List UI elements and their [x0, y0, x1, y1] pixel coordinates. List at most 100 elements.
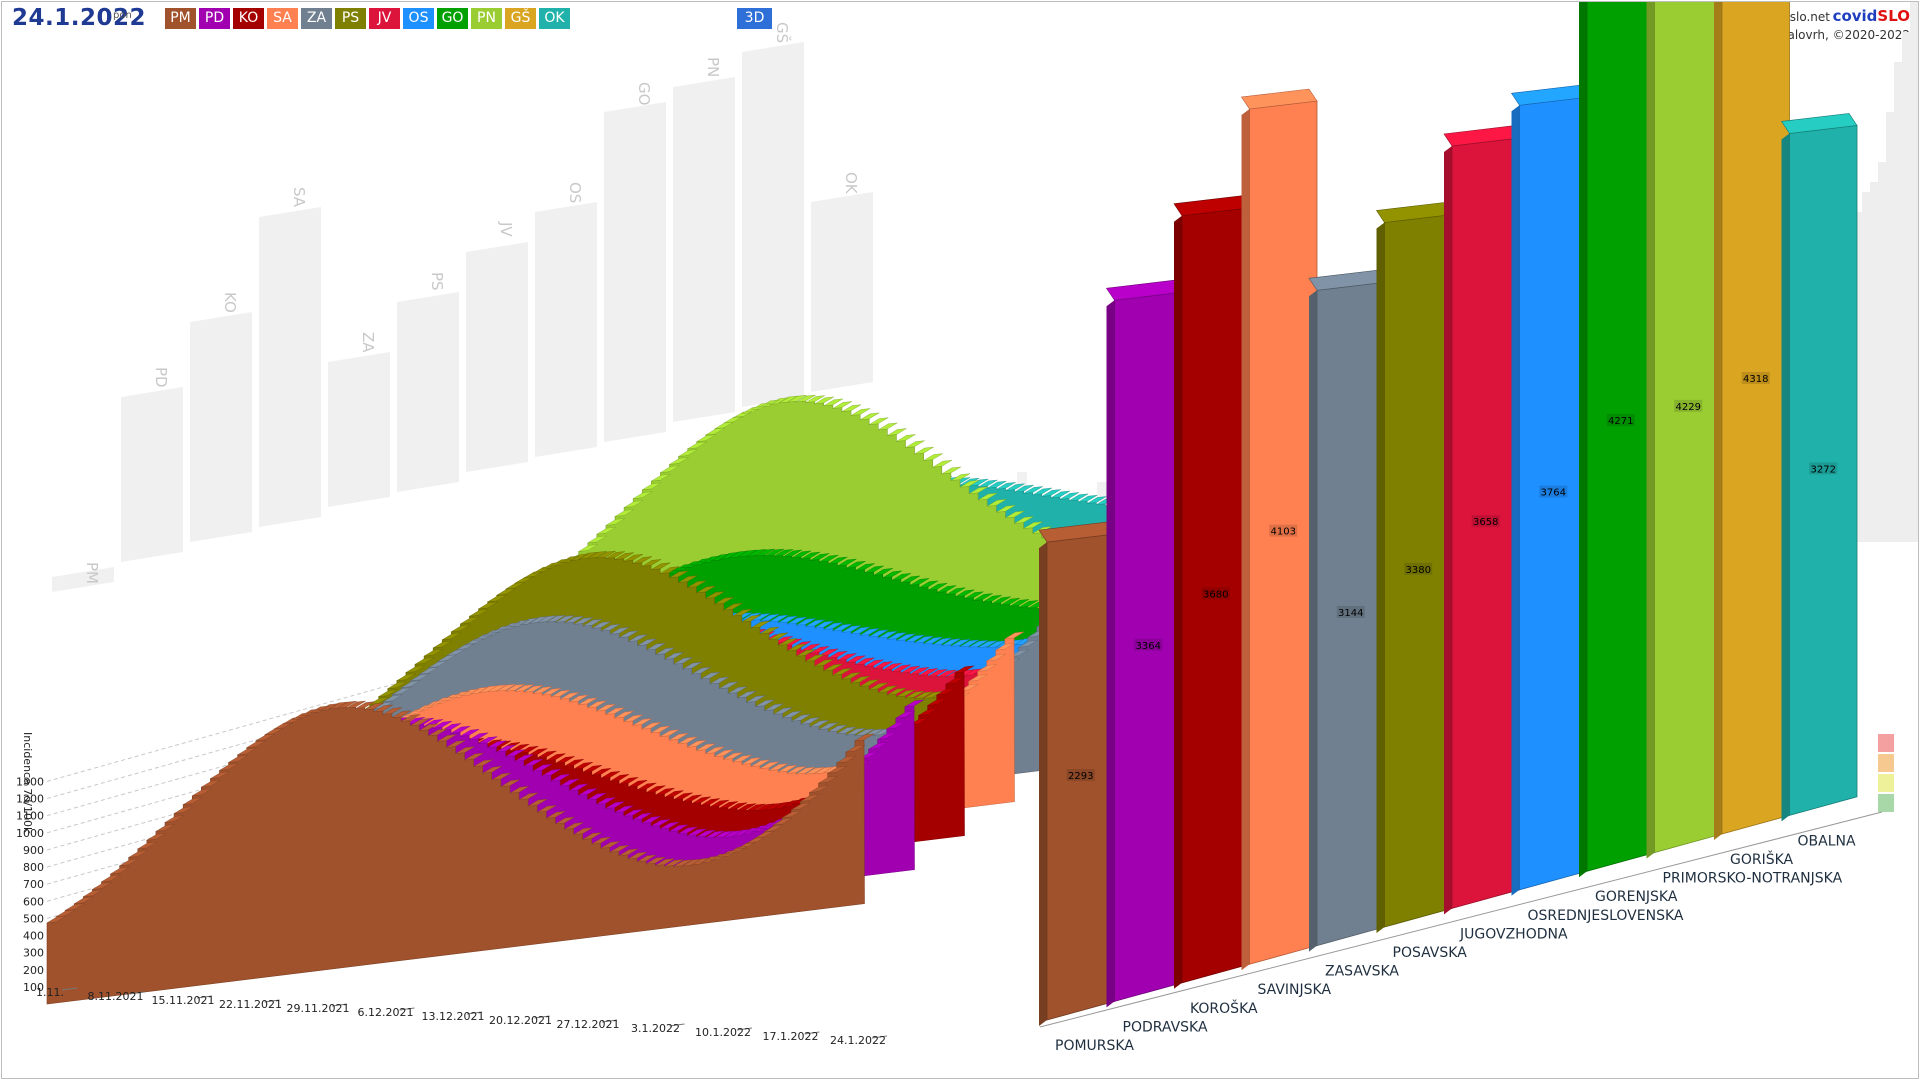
legend-chip-10[interactable]: GŠ [505, 8, 536, 29]
ghost-label-ko: KO [221, 292, 239, 313]
bar-value-label: 3144 [1336, 605, 1365, 619]
ghost-bar-sa [259, 207, 321, 527]
date-tick [264, 999, 280, 1003]
ghost-label-ok: OK [842, 172, 860, 195]
bar-side [1039, 542, 1047, 1026]
ribbon-top [46, 700, 875, 924]
final-bar-ps: 3380 [1375, 202, 1453, 933]
risk-swatch [1878, 734, 1894, 752]
date-tick [129, 991, 145, 995]
bar-value-label: 3272 [1809, 462, 1838, 475]
date-tick [331, 1003, 348, 1007]
weekday-label: pon [113, 10, 132, 21]
legend-chip-11[interactable]: OK [539, 8, 570, 29]
bar-value-text: 3680 [1203, 589, 1228, 600]
region-axis [1039, 811, 1883, 1028]
bar-value-label: 4318 [1741, 372, 1770, 385]
ghost-bar-os [535, 202, 597, 457]
legend-chip-5[interactable]: PS [335, 8, 366, 29]
y-tick-label: 200 [23, 964, 44, 977]
ghost-label-pm: PM [83, 562, 101, 584]
bar-top [1240, 88, 1318, 110]
ghost-label-za: ZA [359, 332, 377, 353]
y-tick-label: 800 [23, 861, 44, 874]
bar-value-label: 2293 [1066, 769, 1095, 782]
y-tick-label: 1000 [16, 827, 44, 840]
final-bar-go: 4271 [1579, 2, 1655, 878]
region-name-label: POSAVSKA [1393, 945, 1468, 961]
bar-value-text: 4318 [1743, 374, 1768, 385]
legend-chip-6[interactable]: JV [369, 8, 400, 29]
legend-chip-9[interactable]: PN [471, 8, 502, 29]
legend-chip-7[interactable]: OS [403, 8, 434, 29]
bar-value-text: 4103 [1271, 527, 1296, 538]
region-name-label: GORIŠKA [1730, 850, 1794, 868]
brand-main: covid [1832, 7, 1878, 25]
ghost-history-bar [1862, 192, 1870, 542]
ghost-history-bar [1886, 112, 1894, 542]
bar-top [1780, 113, 1858, 134]
bar-value-label: 3658 [1471, 515, 1500, 528]
bar-value-text: 4229 [1676, 402, 1701, 413]
y-tick-label: 500 [23, 912, 44, 925]
y-tick-label: 1100 [16, 810, 44, 823]
date-tick [196, 995, 213, 999]
date-tick-label: 6.12.2021 [358, 1006, 414, 1019]
legend-chip-1[interactable]: PD [199, 8, 230, 29]
ghost-label-sa: SA [290, 187, 308, 208]
date-label: 24.1.2022 [12, 5, 146, 31]
final-bar-za: 3144 [1308, 269, 1386, 952]
ghost-bar-ps [397, 292, 459, 492]
date-tick [399, 1007, 415, 1011]
ghost-bar-go [604, 102, 666, 442]
region-name-label: POMURSKA [1055, 1038, 1134, 1054]
ghost-history-bar [1910, 2, 1918, 542]
final-bar-gš: 4318 [1714, 2, 1790, 840]
ghost-bar-ko [190, 312, 252, 542]
legend-chip-2[interactable]: KO [233, 8, 264, 29]
date-tick-label: 15.11.2021 [152, 994, 215, 1007]
date-tick-label: 1.11. [36, 986, 64, 999]
y-tick-label: 100 [23, 981, 44, 994]
legend-chip-4[interactable]: ZA [301, 8, 332, 29]
bar-side [1241, 109, 1250, 971]
date-tick-label: 29.11.2021 [287, 1002, 350, 1015]
ghost-label-pd: PD [152, 367, 170, 388]
bar-value-text: 3272 [1811, 464, 1836, 475]
final-bars: 2293 3364 3680 4103 3144 3380 3658 3764 4271 4229… [1038, 2, 1858, 1026]
bar-side [1376, 222, 1385, 933]
date-tick-label: 8.11.2021 [88, 990, 144, 1003]
y-tick-label: 700 [23, 878, 44, 891]
bar-value-label: 3380 [1404, 562, 1433, 576]
risk-swatch [1878, 754, 1894, 772]
bar-value-label: 4103 [1269, 524, 1298, 538]
ghost-history-bar [1854, 212, 1862, 542]
brand-logo: covidSLO [1833, 7, 1910, 25]
final-bar-pd: 3364 [1105, 279, 1183, 1008]
y-axis-label: Incidenca 7d/100k [21, 732, 34, 834]
ghost-label-ps: PS [428, 272, 446, 291]
legend-chip-8[interactable]: GO [437, 8, 468, 29]
bar-side [1511, 105, 1520, 896]
legend-chip-0[interactable]: PM [165, 8, 196, 29]
region-name-label: JUGOVZHODNA [1459, 926, 1568, 942]
view-3d-button[interactable]: 3D [737, 8, 772, 29]
legend-chip-3[interactable]: SA [267, 8, 298, 29]
date-tick [534, 1015, 550, 1019]
region-name-label: SAVINJSKA [1258, 982, 1332, 998]
region-name-label: KOROŠKA [1190, 999, 1258, 1017]
final-bar-sa: 4103 [1240, 88, 1318, 971]
date-tick [669, 1023, 685, 1027]
region-name-label: PODRAVSKA [1123, 1019, 1208, 1035]
date-tick-label: 3.1.2022 [631, 1022, 680, 1035]
date-tick-label: 13.12.2021 [422, 1010, 485, 1023]
ghost-history-bar [1894, 62, 1902, 542]
bar-value-label: 3764 [1539, 485, 1568, 499]
bar-value-text: 3380 [1406, 565, 1431, 576]
ghost-bar-pn [673, 77, 735, 422]
y-tick-label: 300 [23, 947, 44, 960]
bar-value-text: 3764 [1541, 488, 1566, 499]
bar-face [1586, 2, 1655, 872]
y-tick-label: 400 [23, 930, 44, 943]
date-tick-label: 24.1.2022 [830, 1034, 886, 1047]
